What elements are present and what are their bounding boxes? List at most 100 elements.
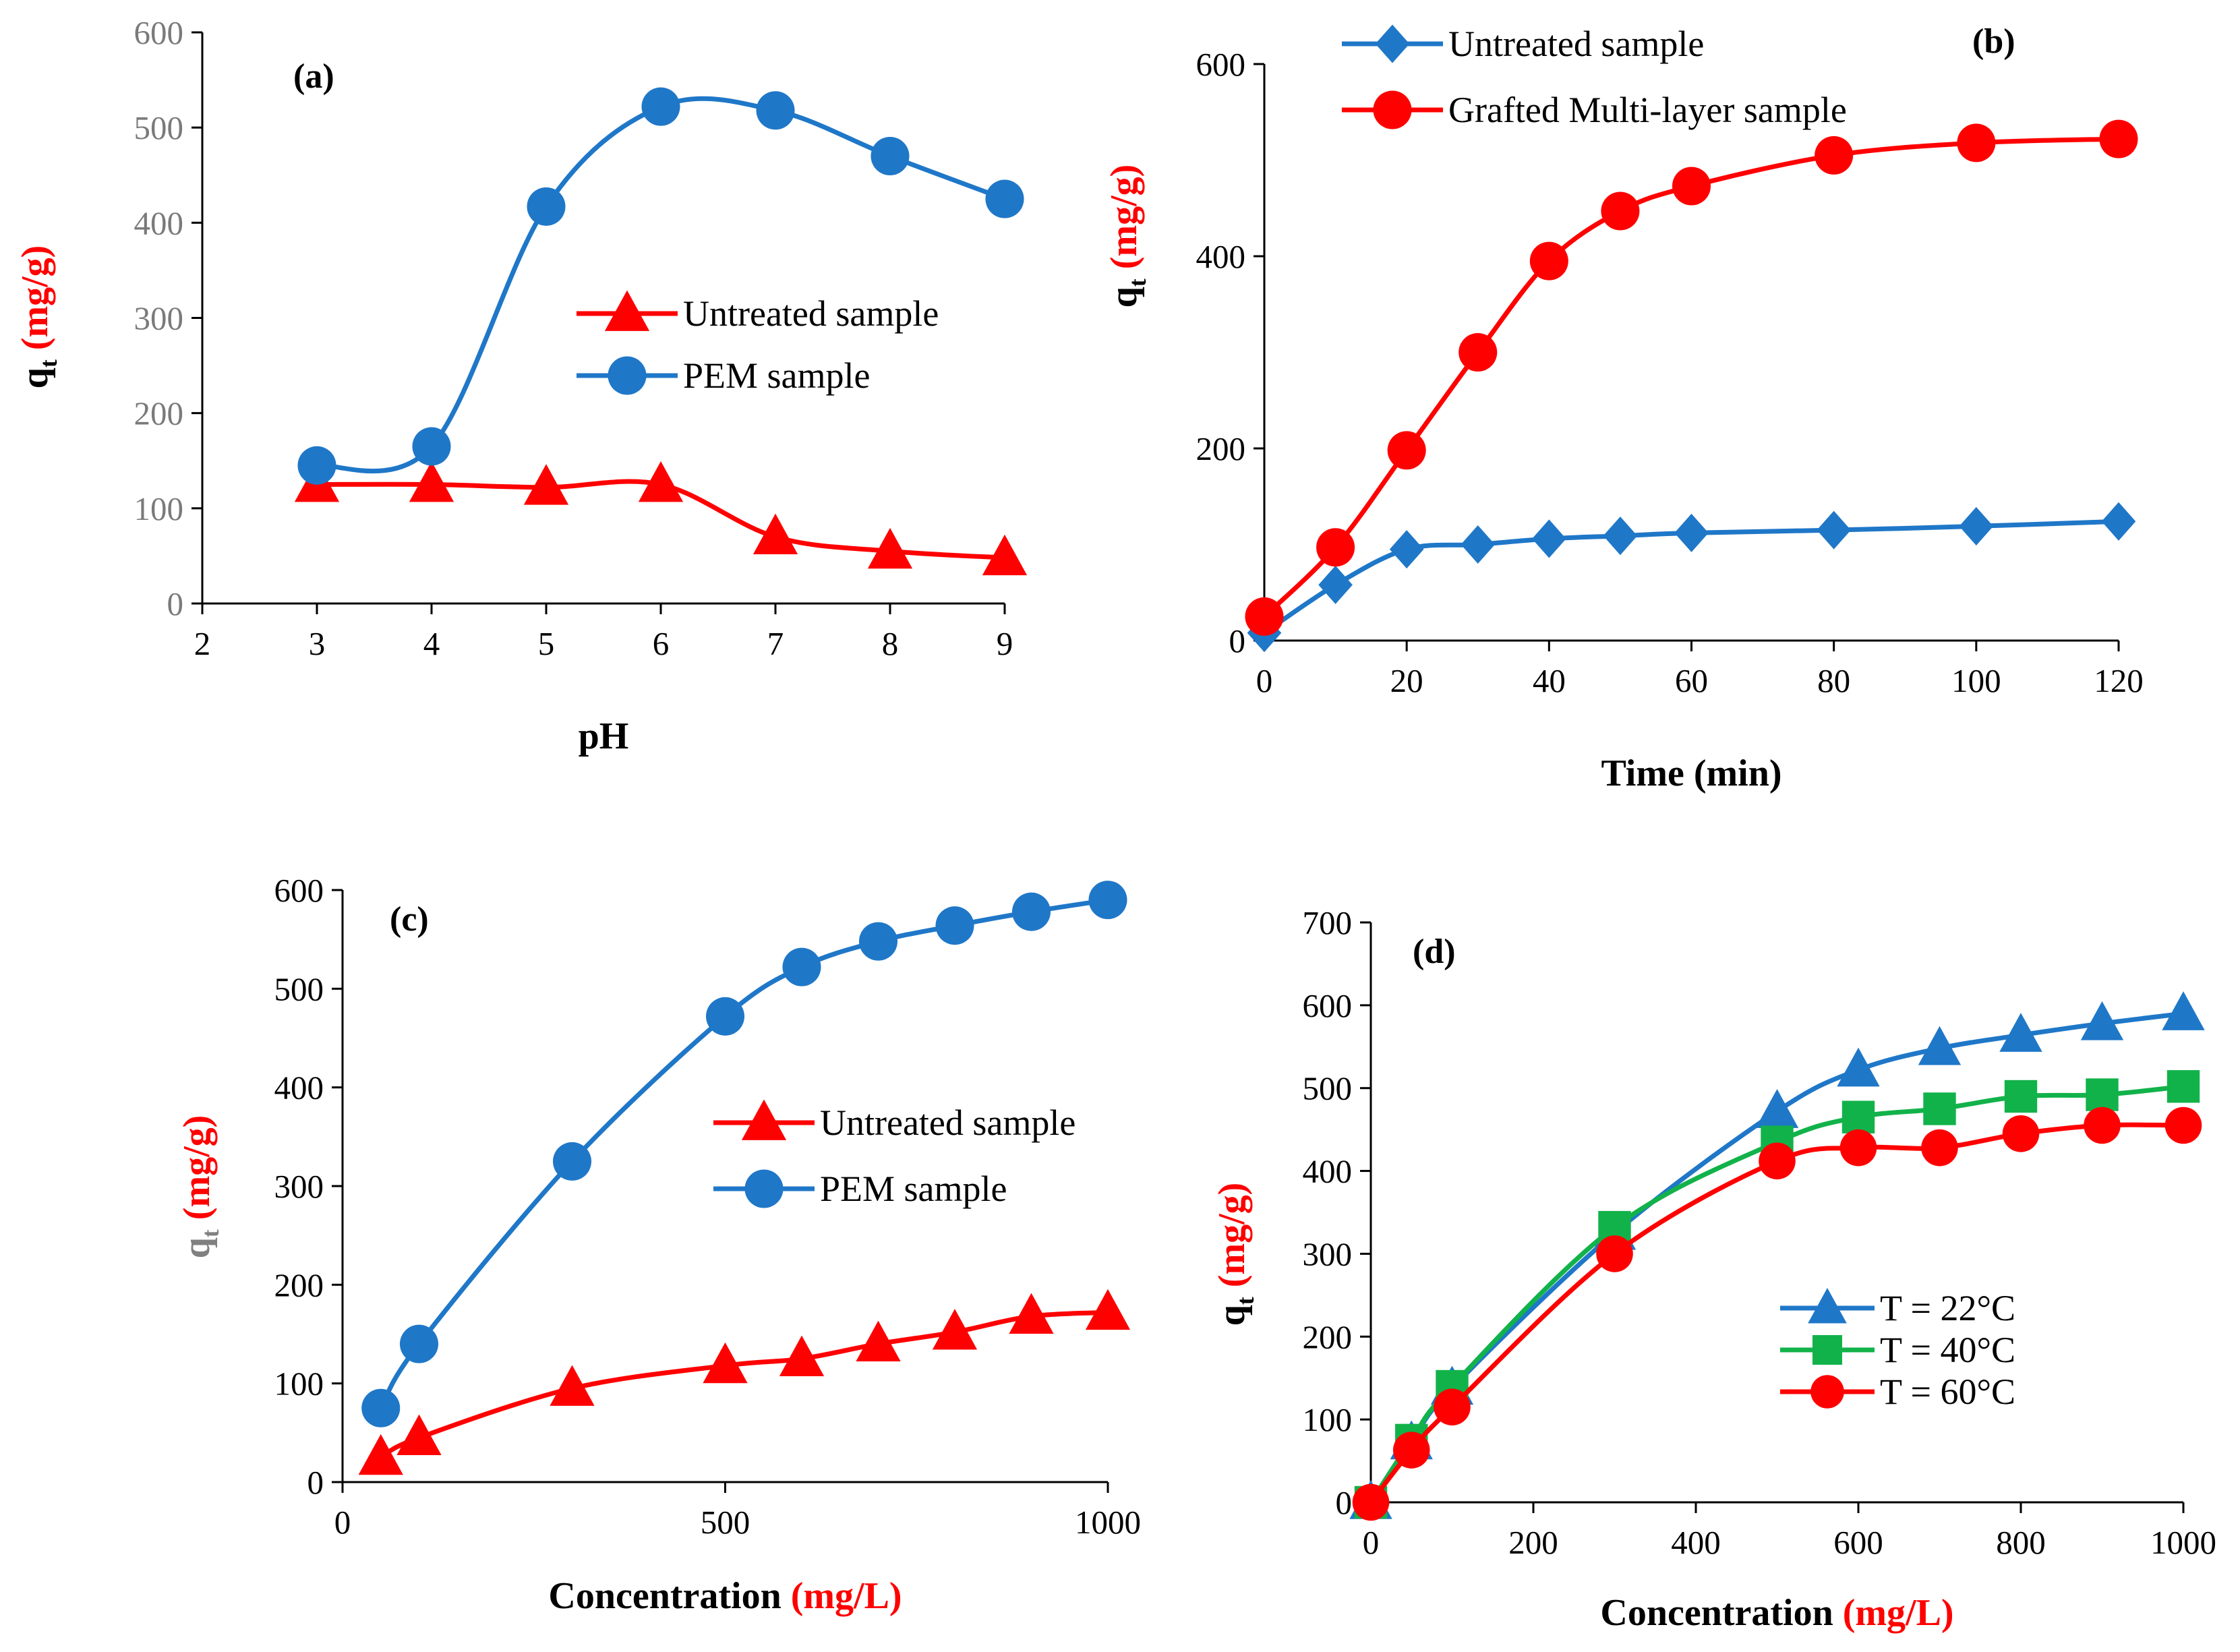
x-tick-label: 800 [1996, 1524, 2046, 1561]
data-point [358, 1434, 403, 1475]
y-tick-label: 300 [134, 300, 184, 337]
series-line [1369, 1122, 2184, 1504]
y-tick-label: 600 [134, 14, 184, 51]
data-point [2002, 1115, 2040, 1152]
y-axis-title: qt (mg/g) [176, 1115, 224, 1259]
y-tick-label: 200 [1196, 430, 1246, 467]
axes-b: 0 200 400 600 0 20 40 60 80 100 120 [1196, 46, 2144, 699]
data-point [2101, 502, 2136, 541]
data-point [1458, 332, 1498, 372]
series-b-0 [1247, 502, 2136, 653]
y-axis-unit: (mg/g) [176, 1115, 218, 1230]
x-tick-label: 8 [882, 625, 899, 662]
series-line [1262, 136, 2119, 618]
x-tick-label: 6 [653, 625, 670, 662]
data-point [703, 1342, 748, 1384]
data-point [2164, 1107, 2202, 1144]
data-point [1088, 881, 1127, 920]
data-point [1957, 123, 1996, 163]
y-axis-title: qt (mg/g) [1103, 165, 1151, 308]
data-point [982, 534, 1028, 576]
y-tick-label: 0 [1336, 1484, 1353, 1521]
x-axis-title: pH [579, 715, 629, 757]
x-tick-label: 400 [1671, 1524, 1721, 1561]
data-point [1389, 530, 1424, 569]
data-point [1672, 167, 1711, 206]
data-point [985, 179, 1024, 218]
data-point [1532, 519, 1566, 558]
x-tick-label: 0 [334, 1504, 351, 1541]
x-tick-label: 0 [1256, 662, 1273, 699]
data-point [1352, 1483, 1390, 1521]
y-axis-symbol: q [1211, 1305, 1253, 1326]
data-point [1318, 565, 1353, 604]
data-point [782, 947, 821, 986]
data-point [756, 91, 795, 130]
data-point [552, 1142, 592, 1181]
series-d-0 [1349, 991, 2205, 1519]
y-axis-unit: (mg/g) [14, 245, 56, 360]
data-point [1923, 1092, 1956, 1125]
series-line [1369, 1011, 2184, 1504]
data-point [935, 906, 974, 945]
legend-label: T = 22°C [1880, 1288, 2015, 1328]
data-point [523, 464, 569, 505]
data-point [1461, 525, 1496, 564]
y-tick-label: 200 [274, 1266, 324, 1303]
y-tick-label: 400 [274, 1069, 324, 1107]
panel-label: (a) [293, 57, 334, 96]
data-point [2162, 991, 2205, 1030]
data-point [1959, 506, 1994, 545]
y-tick-label: 500 [274, 970, 324, 1007]
legend-a: Untreated sample PEM sample [577, 290, 939, 396]
y-axis-subscript: t [35, 359, 62, 367]
x-tick-label: 40 [1533, 662, 1566, 699]
data-point [1596, 1235, 1633, 1272]
data-point [1759, 1142, 1796, 1180]
data-point [638, 461, 684, 502]
legend-label: PEM sample [683, 355, 871, 396]
data-point [409, 461, 454, 502]
y-axis-subscript: t [197, 1229, 224, 1237]
legend-label: Untreated sample [820, 1102, 1075, 1143]
data-point [1921, 1129, 1958, 1167]
x-tick-label: 500 [701, 1504, 750, 1541]
y-tick-label: 700 [1303, 904, 1353, 941]
x-tick-label: 20 [1390, 662, 1423, 699]
x-tick-label: 9 [997, 625, 1013, 662]
series-line [380, 1309, 1109, 1460]
legend-marker [741, 1099, 787, 1140]
y-tick-label: 200 [1303, 1318, 1353, 1355]
x-axis-title: Concentration (mg/L) [1600, 1592, 1953, 1634]
data-point [1815, 136, 1854, 175]
y-axis-subscript: t [1124, 278, 1151, 287]
y-axis-title: qt (mg/g) [14, 245, 62, 389]
x-axis-title-text: pH [579, 715, 629, 757]
data-point [1837, 1047, 1880, 1087]
series-d-2 [1352, 1107, 2202, 1521]
y-tick-label: 400 [1196, 238, 1246, 275]
axes-c: 0 100 200 300 400 500 600 0 500 1000 [274, 872, 1142, 1541]
data-point [858, 922, 898, 961]
data-point [1085, 1289, 1131, 1330]
y-tick-label: 100 [274, 1365, 324, 1403]
y-axis-subscript: t [1232, 1297, 1259, 1305]
x-axis-title: Concentration (mg/L) [548, 1575, 902, 1617]
legend-marker [1810, 1375, 1844, 1409]
x-tick-label: 3 [309, 625, 326, 662]
x-tick-label: 100 [1951, 662, 2001, 699]
legend-marker [1812, 1335, 1842, 1365]
data-point [2086, 1078, 2119, 1111]
data-point [2167, 1070, 2200, 1103]
data-point [705, 997, 745, 1036]
panel-label: (b) [1972, 22, 2015, 61]
panel-d: 0 100 200 300 400 500 600 700 0 200 400 600 800 1000 (… [1211, 904, 2216, 1634]
y-axis-symbol: q [1103, 287, 1145, 307]
data-point [779, 1335, 825, 1376]
legend-label: Untreated sample [1448, 24, 1704, 64]
data-point [753, 513, 798, 555]
x-tick-label: 60 [1675, 662, 1708, 699]
x-tick-label: 80 [1817, 662, 1850, 699]
data-point [932, 1309, 978, 1350]
